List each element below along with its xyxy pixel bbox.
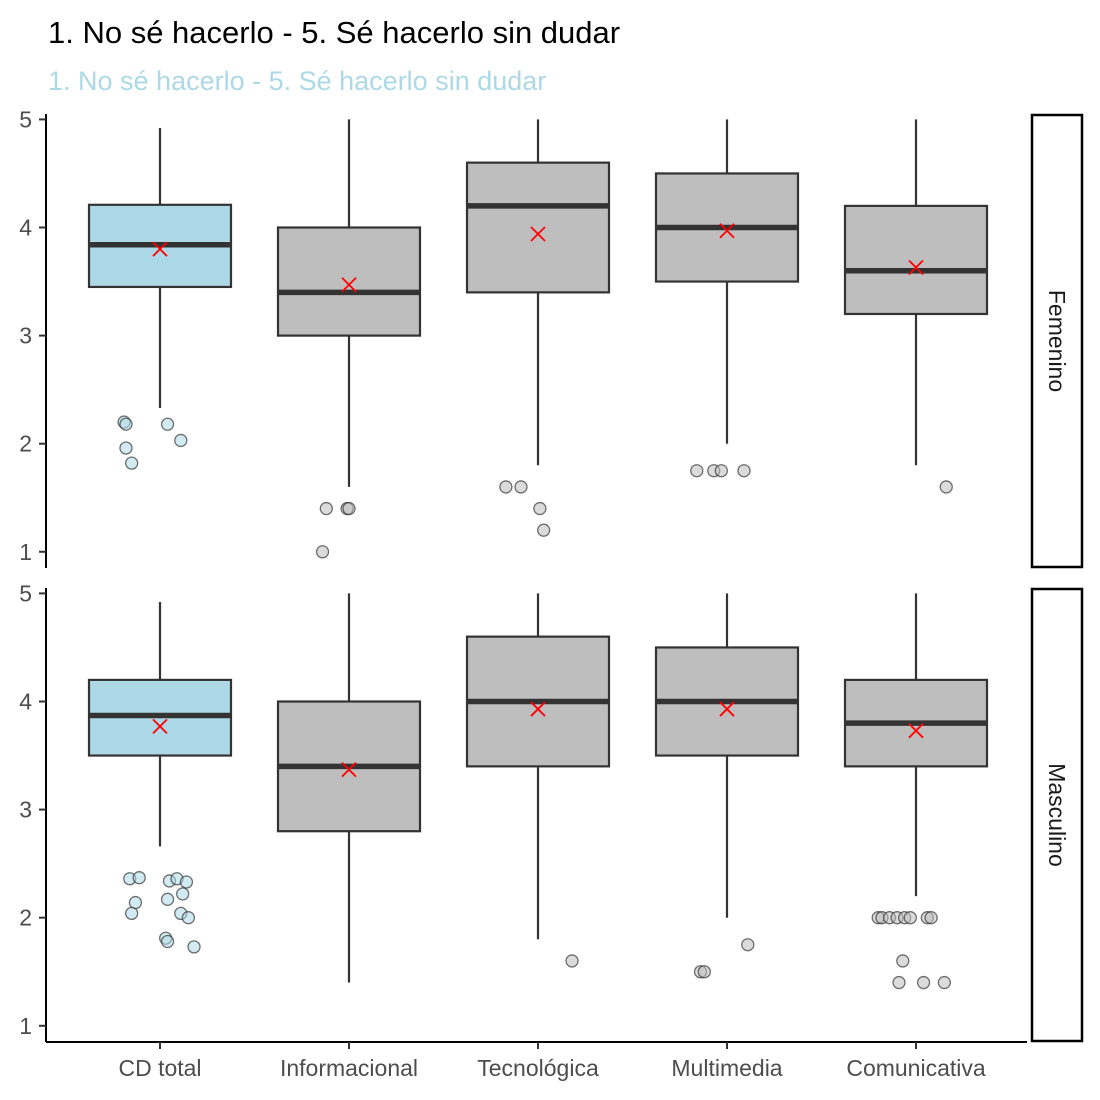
outlier-point — [160, 417, 175, 431]
mean-marker-stroke — [719, 701, 735, 717]
outlier-point — [124, 456, 139, 470]
y-tick-label: 1 — [19, 539, 32, 565]
x-tick-label: Comunicativa — [846, 1055, 986, 1081]
y-tick-label: 2 — [19, 431, 32, 457]
outlier-point — [315, 545, 330, 559]
mean-marker — [341, 277, 357, 293]
mean-marker — [719, 701, 735, 717]
facet-panel-femenino: 1 2 3 4 5 Femenino — [19, 106, 1084, 569]
mean-marker — [908, 723, 924, 739]
iqr-box — [276, 226, 422, 337]
facet-strip-label: Masculino — [1044, 763, 1070, 867]
outlier-point — [119, 417, 133, 431]
x-tick-label: Multimedia — [671, 1055, 782, 1081]
iqr-box — [465, 161, 611, 294]
outlier-point — [176, 887, 190, 901]
mean-marker-stroke — [719, 223, 735, 239]
outlier-point — [319, 501, 333, 516]
chart-title: 1. No sé hacerlo - 5. Sé hacerlo sin dud… — [48, 15, 620, 50]
x-tick-label: Tecnológica — [477, 1055, 599, 1081]
mean-marker-stroke — [908, 723, 924, 739]
outlier-point — [181, 911, 196, 925]
y-tick-label: 2 — [19, 905, 32, 931]
outlier-point — [124, 906, 139, 921]
outlier-point — [697, 965, 711, 979]
box-tecnológica — [465, 119, 611, 537]
mean-marker-stroke — [530, 226, 546, 242]
outlier-point — [187, 940, 201, 954]
mean-marker-stroke — [530, 701, 546, 717]
box-multimedia — [654, 119, 800, 478]
mean-marker-stroke — [908, 259, 924, 276]
mean-marker — [530, 226, 546, 242]
mean-marker-stroke — [341, 761, 357, 778]
y-tick-label: 5 — [19, 106, 32, 132]
y-tick-label: 5 — [19, 580, 32, 606]
mean-marker — [530, 701, 546, 717]
outlier-point — [896, 954, 910, 968]
y-tick-label: 1 — [19, 1013, 32, 1039]
outlier-point — [160, 892, 175, 906]
mean-marker — [341, 761, 357, 778]
outlier-point — [924, 911, 938, 925]
facet-panel-masculino: 1 2 3 4 5 Masculino — [19, 580, 1084, 1043]
facet-strip — [1030, 113, 1084, 569]
iqr-box — [843, 204, 989, 316]
outlier-point — [179, 875, 194, 889]
facet-strip-label: Femenino — [1044, 290, 1070, 392]
chart-subtitle: 1. No sé hacerlo - 5. Sé hacerlo sin dud… — [48, 66, 546, 96]
outlier-point — [533, 501, 547, 516]
outlier-point — [892, 975, 906, 990]
outlier-point — [174, 433, 188, 448]
outlier-point — [342, 501, 356, 516]
box-tecnológica — [465, 593, 611, 968]
mean-marker — [908, 259, 924, 276]
mean-marker — [152, 718, 168, 734]
outlier-point — [537, 523, 551, 537]
box-informacional — [276, 593, 422, 983]
outlier-point — [499, 480, 513, 494]
outlier-point — [737, 464, 751, 478]
x-tick-label: Informacional — [280, 1055, 418, 1081]
box-comunicativa — [843, 593, 989, 990]
outlier-point — [714, 464, 728, 478]
outlier-point — [160, 934, 175, 949]
outlier-point — [690, 464, 704, 478]
outlier-point — [132, 871, 146, 885]
box-informacional — [276, 119, 422, 559]
outlier-point — [916, 975, 931, 990]
box-multimedia — [654, 593, 800, 979]
mean-marker-stroke — [341, 277, 357, 293]
y-tick-label: 3 — [19, 323, 32, 349]
outlier-point — [937, 975, 951, 990]
box-cd-total — [87, 128, 233, 470]
outlier-point — [939, 480, 953, 494]
box-cd-total — [87, 602, 233, 954]
outlier-point — [903, 911, 917, 925]
outlier-point — [119, 441, 133, 455]
mean-marker — [152, 241, 168, 257]
mean-marker — [719, 223, 735, 239]
box-comunicativa — [843, 119, 989, 494]
facet-strip — [1030, 587, 1084, 1043]
outlier-point — [514, 480, 528, 494]
y-tick-label: 4 — [19, 215, 32, 241]
y-tick-label: 3 — [19, 797, 32, 823]
outlier-point — [565, 954, 579, 968]
x-tick-label: CD total — [118, 1055, 201, 1081]
mean-marker-stroke — [152, 718, 168, 734]
y-tick-label: 4 — [19, 689, 32, 715]
mean-marker-stroke — [152, 241, 168, 257]
outlier-point — [741, 938, 755, 952]
